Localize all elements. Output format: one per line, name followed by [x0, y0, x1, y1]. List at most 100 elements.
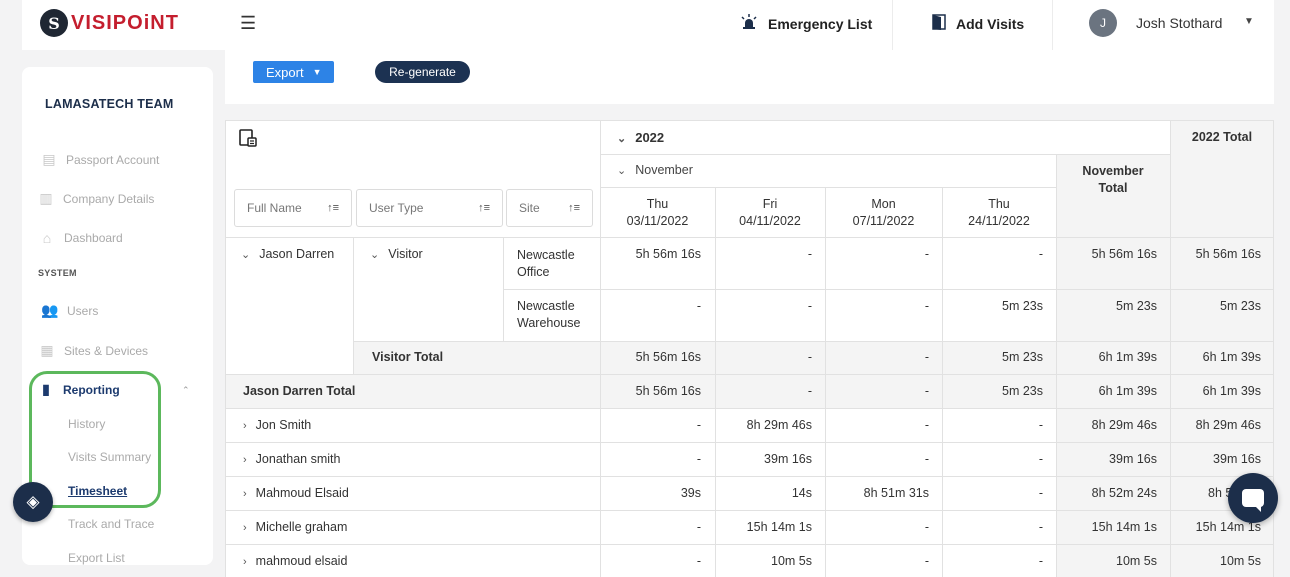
- value-cell: 15h 14m 1s: [1195, 520, 1261, 534]
- value-cell: -: [696, 299, 701, 313]
- grid-line: [600, 154, 1170, 155]
- sidebar-sub-visits-summary[interactable]: Visits Summary: [68, 450, 152, 464]
- value-cell: -: [1038, 418, 1043, 432]
- highlight-ring: [29, 371, 161, 508]
- sort-filter-icon[interactable]: ↑≡: [327, 202, 339, 214]
- visitor-total-row-bg: [353, 341, 1274, 374]
- value-cell: -: [696, 554, 701, 568]
- logo-mark: S: [40, 9, 68, 37]
- grid-line: [503, 289, 1274, 290]
- full-name-filter[interactable]: Full Name ↑≡: [234, 189, 352, 227]
- sidebar-item-reporting[interactable]: ▮ Reporting: [37, 381, 120, 398]
- month-total-header: November Total: [1082, 164, 1144, 195]
- chevron-right-icon[interactable]: ›: [243, 556, 247, 568]
- value-cell: 5m 23s: [1002, 299, 1043, 313]
- value-cell: 8h 29m 46s: [746, 418, 812, 432]
- year-total-header: 2022 Total: [1191, 130, 1253, 144]
- chevron-down-icon[interactable]: ⌄: [370, 249, 380, 261]
- person-name: mahmoud elsaid: [255, 554, 348, 568]
- passport-icon: ▤: [42, 151, 56, 167]
- chevron-right-icon[interactable]: ›: [243, 420, 247, 432]
- sidebar-item-passport-account[interactable]: ▤ Passport Account: [40, 151, 159, 168]
- value-cell: 39m 16s: [764, 452, 812, 466]
- sidebar-item-label: Dashboard: [64, 231, 123, 245]
- day-header: Thu 03/11/2022: [600, 196, 715, 230]
- value-cell: -: [1038, 247, 1043, 261]
- grid-line: [1056, 154, 1057, 577]
- collapsed-row-name[interactable]: › Michelle graham: [243, 520, 347, 534]
- row-type-cell[interactable]: ⌄ Visitor: [370, 247, 423, 261]
- value-cell: -: [924, 520, 929, 534]
- user-name[interactable]: Josh Stothard: [1136, 15, 1223, 31]
- chevron-down-icon[interactable]: ⌄: [617, 133, 627, 145]
- chat-icon: [1242, 489, 1264, 512]
- chevron-up-icon[interactable]: ⌃: [182, 385, 190, 395]
- sidebar-sub-export-list[interactable]: Export List: [68, 551, 125, 565]
- export-label: Export: [266, 64, 304, 80]
- chevron-down-icon[interactable]: ▼: [1244, 16, 1254, 27]
- sites-icon: ▦: [40, 342, 54, 358]
- value-cell: 5h 56m 16s: [635, 247, 701, 261]
- name-total-label: Jason Darren Total: [243, 384, 356, 398]
- sidebar-sub-history[interactable]: History: [68, 417, 106, 431]
- value-cell: 8h 51m 31s: [863, 486, 929, 500]
- regenerate-button[interactable]: Re-generate: [375, 61, 470, 83]
- value-cell: 6h 1m 39s: [1202, 350, 1261, 364]
- add-visits-button[interactable]: Add Visits: [932, 14, 1024, 34]
- grid-line: [353, 341, 1274, 342]
- person-name: Jonathan smith: [255, 452, 341, 466]
- emergency-list-button[interactable]: Emergency List: [740, 14, 872, 34]
- collapsed-row-name[interactable]: › Jon Smith: [243, 418, 311, 432]
- value-cell: 5m 23s: [1116, 299, 1157, 313]
- sidebar-item-users[interactable]: 👥 Users: [41, 302, 98, 319]
- value-cell: -: [807, 247, 812, 261]
- sidebar-item-company-details[interactable]: ▥ Company Details: [37, 190, 154, 207]
- collapsed-row-name[interactable]: › Mahmoud Elsaid: [243, 486, 349, 500]
- value-cell: 39s: [680, 486, 701, 500]
- menu-icon[interactable]: ☰: [240, 13, 257, 33]
- chevron-right-icon[interactable]: ›: [243, 454, 247, 466]
- chevron-down-icon[interactable]: ⌄: [241, 249, 251, 261]
- export-button[interactable]: Export ▼: [253, 61, 334, 83]
- collapsed-row-name[interactable]: › mahmoud elsaid: [243, 554, 347, 568]
- emergency-list-label: Emergency List: [768, 16, 873, 32]
- site-filter[interactable]: Site ↑≡: [506, 189, 593, 227]
- value-cell: 5h 56m 16s: [1195, 247, 1261, 261]
- sidebar-item-sites-devices[interactable]: ▦ Sites & Devices: [38, 342, 148, 359]
- day-date: 03/11/2022: [626, 214, 689, 228]
- value-cell: 6h 1m 39s: [1202, 384, 1261, 398]
- grid-line: [225, 510, 1274, 511]
- avatar[interactable]: J: [1089, 9, 1117, 37]
- row-name-cell[interactable]: ⌄ Jason Darren: [241, 247, 334, 261]
- sidebar-item-label: Reporting: [63, 382, 120, 397]
- year-header[interactable]: ⌄ 2022: [617, 130, 664, 145]
- chevron-down-icon[interactable]: ⌄: [617, 165, 627, 177]
- grid-line: [825, 187, 826, 577]
- value-cell: -: [807, 350, 812, 364]
- visipoint-logo[interactable]: S VISIPOiNT: [40, 9, 179, 37]
- home-icon: ⌂: [42, 230, 52, 246]
- filter-label: Full Name: [247, 201, 302, 215]
- users-icon: 👥: [41, 302, 59, 318]
- user-type-filter[interactable]: User Type ↑≡: [356, 189, 503, 227]
- collapsed-row-name[interactable]: › Jonathan smith: [243, 452, 340, 466]
- value-cell: -: [1038, 554, 1043, 568]
- building-icon: ▥: [39, 190, 53, 206]
- sidebar-sub-timesheet[interactable]: Timesheet: [68, 484, 128, 498]
- sort-filter-icon[interactable]: ↑≡: [568, 202, 580, 214]
- value-cell: -: [696, 418, 701, 432]
- chevron-right-icon[interactable]: ›: [243, 488, 247, 500]
- person-name: Mahmoud Elsaid: [255, 486, 349, 500]
- month-header[interactable]: ⌄ November: [617, 163, 693, 177]
- value-cell: 14s: [791, 486, 812, 500]
- sort-filter-icon[interactable]: ↑≡: [478, 202, 490, 214]
- sidebar-item-dashboard[interactable]: ⌂ Dashboard: [38, 230, 123, 246]
- field-list-icon[interactable]: [239, 129, 257, 150]
- location-icon[interactable]: ◈: [13, 482, 53, 522]
- chevron-right-icon[interactable]: ›: [243, 522, 247, 534]
- sidebar-sub-track-and-trace[interactable]: Track and Trace: [68, 517, 155, 531]
- value-cell: 39m 16s: [1213, 452, 1261, 466]
- grid-line: [353, 237, 354, 374]
- chat-button[interactable]: [1228, 473, 1278, 523]
- grid-line: [715, 187, 716, 577]
